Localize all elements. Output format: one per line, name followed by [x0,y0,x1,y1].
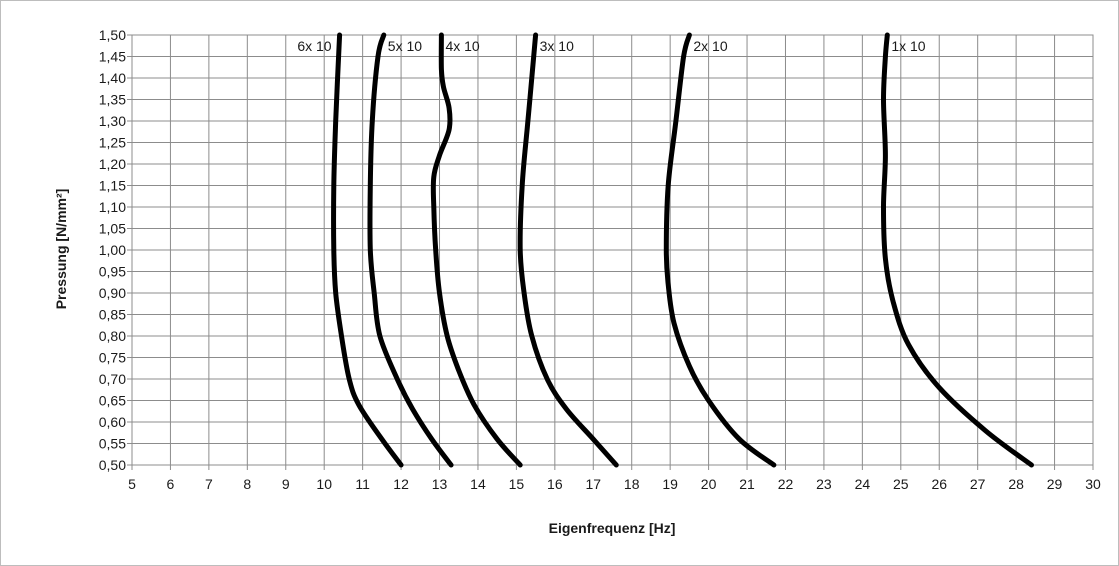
y-tick-label: 1,30 [99,113,126,129]
x-tick-label: 20 [701,476,717,492]
x-tick-label: 14 [470,476,486,492]
x-tick-label: 24 [855,476,871,492]
x-tick-label: 19 [662,476,678,492]
series-label: 2x 10 [693,38,727,54]
y-tick-label: 1,05 [99,221,126,237]
x-tick-label: 26 [931,476,947,492]
series-line [663,32,777,468]
x-tick-label: 27 [970,476,986,492]
y-tick-label: 0,95 [99,264,126,280]
series-label: 3x 10 [540,38,574,54]
x-tick-label: 7 [205,476,213,492]
x-tick-label: 5 [128,476,136,492]
series-line [331,32,404,468]
x-tick-label: 28 [1008,476,1024,492]
y-tick-label: 1,35 [99,92,126,108]
plot-area-border [131,34,1094,466]
grid [127,34,1094,470]
series-label: 6x 10 [297,38,331,54]
y-tick-label: 0,50 [99,457,126,473]
y-tick-label: 1,20 [99,156,126,172]
x-tick-label: 10 [316,476,332,492]
y-tick-label: 0,90 [99,285,126,301]
x-tick-label: 23 [816,476,832,492]
x-tick-label: 22 [778,476,794,492]
x-tick-label: 9 [282,476,290,492]
y-tick-label: 1,15 [99,178,126,194]
x-tick-label: 6 [167,476,175,492]
x-tick-label: 18 [624,476,640,492]
x-tick-label: 12 [393,476,409,492]
x-tick-label: 29 [1047,476,1063,492]
x-tick-label: 17 [585,476,601,492]
series-line [430,32,523,468]
x-tick-label: 16 [547,476,563,492]
y-tick-label: 1,40 [99,70,126,86]
y-tick-label: 0,70 [99,371,126,387]
x-tick-label: 13 [432,476,448,492]
tick-labels: 5 6 7 8 9 10 11 12 13 14 15 16 17 18 19 20 21 22 23 24 25 26 2… [99,27,1101,492]
series-lines [331,32,1034,468]
y-tick-label: 1,45 [99,49,126,65]
y-tick-label: 0,85 [99,307,126,323]
y-tick-label: 0,60 [99,414,126,430]
series-label: 1x 10 [891,38,925,54]
y-tick-label: 0,65 [99,393,126,409]
y-tick-label: 0,55 [99,436,126,452]
x-tick-label: 30 [1085,476,1101,492]
y-tick-label: 1,10 [99,199,126,215]
series-line [881,32,1034,468]
x-tick-label: 8 [243,476,251,492]
x-tick-label: 21 [739,476,755,492]
y-axis-title: Pressung [N/mm²] [53,189,69,310]
series-line [517,32,619,468]
y-tick-label: 1,00 [99,242,126,258]
series-line [367,32,454,468]
x-tick-label: 11 [355,476,370,492]
x-axis-title: Eigenfrequenz [Hz] [549,520,676,536]
series-label: 4x 10 [445,38,479,54]
y-tick-label: 1,50 [99,27,126,43]
y-tick-label: 1,25 [99,135,126,151]
x-tick-label: 25 [893,476,909,492]
y-tick-label: 0,80 [99,328,126,344]
x-tick-label: 15 [509,476,525,492]
series-label: 5x 10 [388,38,422,54]
y-tick-label: 0,75 [99,350,126,366]
series-labels: 6x 10 5x 10 4x 10 3x 10 2x 10 1x 10 [297,38,925,54]
